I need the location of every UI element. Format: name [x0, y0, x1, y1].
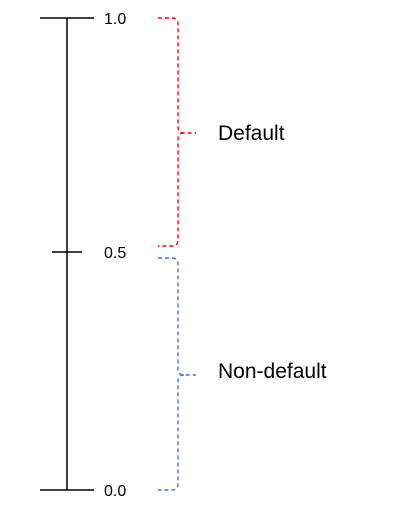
tick-label-top: 1.0: [104, 11, 126, 28]
default-range-label: Default: [218, 122, 285, 145]
tick-0-group: 0.0: [40, 483, 126, 500]
default-range-bracket: Default: [158, 17, 285, 247]
non-default-range-bracket: Non-default: [158, 257, 327, 491]
tick-1-group: 1.0: [40, 11, 126, 28]
tick-05-group: 0.5: [52, 245, 126, 262]
tick-label-bottom: 0.0: [104, 483, 126, 500]
non-default-bracket-path: [158, 257, 196, 491]
tick-label-middle: 0.5: [104, 245, 126, 262]
default-bracket-path: [158, 17, 196, 247]
non-default-range-label: Non-default: [218, 360, 327, 383]
